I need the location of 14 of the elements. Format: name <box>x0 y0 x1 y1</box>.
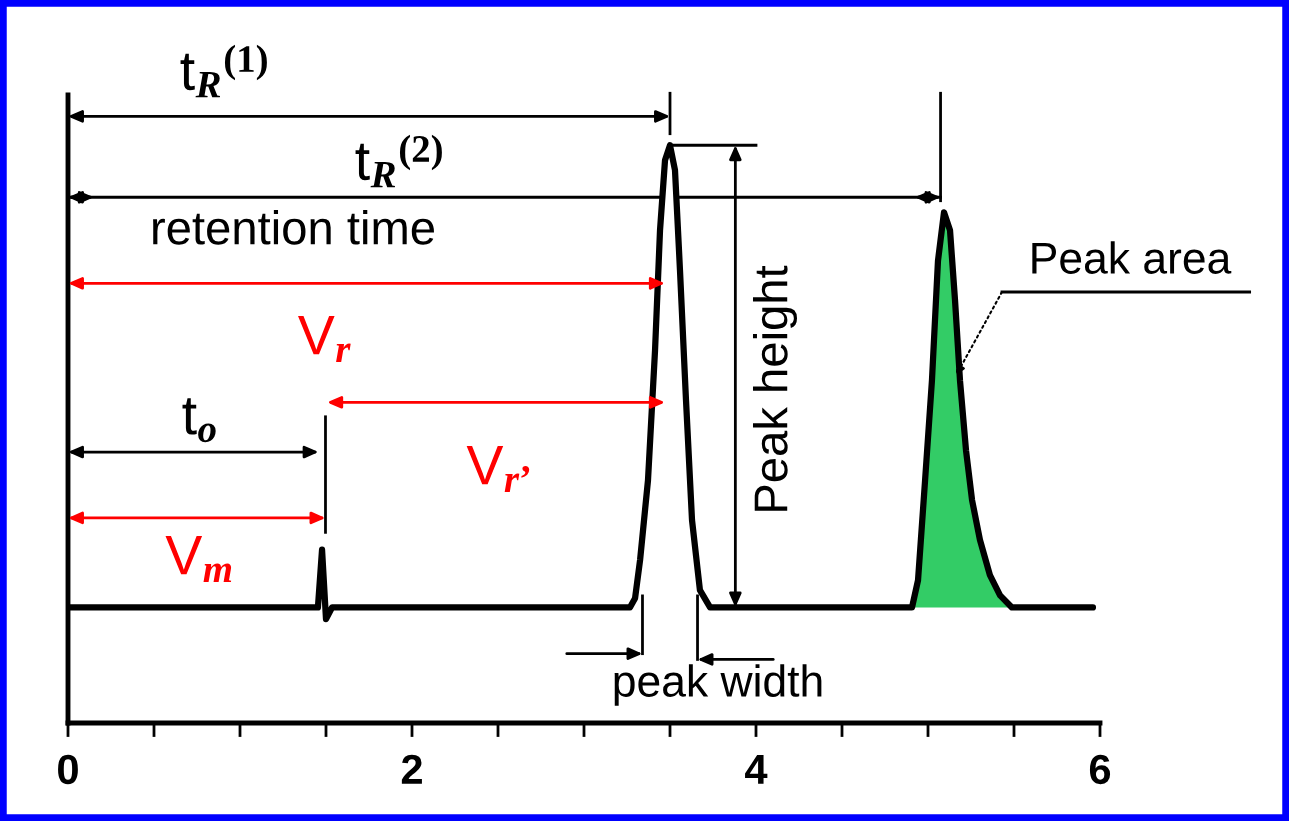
annotation: V$_{r}$ <box>298 316 351 362</box>
x-tick-label: 2 <box>401 754 422 784</box>
annotation: t$_{R}$$^{(2)}$ <box>355 134 442 188</box>
text: t$_{R}$$^{(1)}$ <box>180 44 267 98</box>
x-tick-label: 4 <box>745 755 768 784</box>
annotation: t$_{o}$ <box>182 398 216 443</box>
annotation: V$_{m}$ <box>165 536 232 582</box>
annotation: retention time <box>153 209 434 245</box>
annotation: V$_{r’}$ <box>466 446 530 492</box>
x-tick-label: 0 <box>58 754 78 785</box>
annotation: peak width <box>614 664 822 706</box>
annotation: Peak area <box>1032 241 1232 274</box>
x-tick-label: 6 <box>1089 754 1111 785</box>
annotation: Peak height <box>752 265 798 511</box>
